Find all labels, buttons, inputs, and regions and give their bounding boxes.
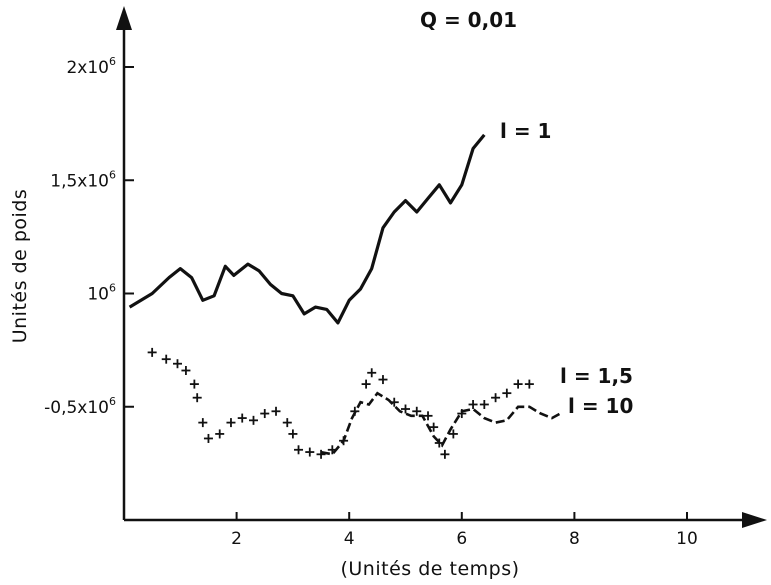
series-point-l15 — [378, 375, 388, 385]
y-tick-label: 2x106 — [66, 55, 116, 78]
series-point-l15 — [367, 368, 377, 378]
series-point-l15 — [361, 379, 371, 389]
series-point-l15 — [316, 449, 326, 459]
series-point-l15 — [401, 404, 410, 414]
series-line-l10 — [320, 391, 561, 456]
series-label-l1: l = 1 — [500, 119, 551, 143]
axes — [116, 6, 767, 528]
series-point-l15 — [468, 399, 478, 409]
y-tick-label-exponent: 6 — [109, 168, 116, 181]
y-tick-label: 106 — [87, 282, 116, 305]
y-tick-label-exponent: 6 — [109, 282, 116, 295]
series-point-l15 — [491, 393, 501, 403]
series-point-l15 — [161, 354, 171, 364]
x-axis-title: (Unités de temps) — [340, 558, 519, 580]
y-tick-label-base: -0,5x10 — [44, 398, 109, 418]
series — [128, 133, 561, 459]
series-point-l15 — [440, 449, 450, 459]
x-tick-label: 4 — [344, 529, 355, 549]
series-label-l10: l = 10 — [568, 394, 633, 418]
series-point-l15 — [189, 379, 199, 389]
series-point-l15 — [237, 413, 247, 423]
y-tick-label-base: 1,5x10 — [50, 171, 109, 191]
series-point-l15 — [448, 429, 458, 439]
x-axis-arrow — [742, 512, 767, 528]
x-tick-label: 10 — [676, 529, 698, 549]
series-point-l15 — [147, 347, 157, 357]
series-point-l15 — [203, 433, 213, 443]
series-point-l15 — [248, 415, 258, 425]
series-point-l15 — [181, 366, 191, 376]
series-point-l15 — [271, 406, 281, 416]
series-point-l15 — [260, 409, 270, 419]
series-point-l15 — [423, 411, 433, 421]
x-tick-label: 6 — [456, 529, 467, 549]
chart-title: Q = 0,01 — [420, 8, 517, 32]
series-point-l15 — [172, 359, 182, 369]
y-tick-label: -0,5x106 — [44, 395, 116, 418]
series-point-l15 — [294, 445, 304, 455]
y-tick-label-base: 2x10 — [66, 58, 109, 78]
y-tick-label-exponent: 6 — [109, 55, 116, 68]
y-tick-label-base: 10 — [87, 285, 109, 305]
series-point-l15 — [215, 429, 225, 439]
y-axis-arrow — [116, 6, 132, 30]
series-point-l15 — [524, 379, 534, 389]
series-point-l15 — [198, 418, 208, 428]
series-point-l15 — [226, 418, 236, 428]
x-tick-label: 2 — [231, 529, 242, 549]
series-point-l15 — [513, 379, 523, 389]
series-point-l15 — [412, 406, 422, 416]
series-line-l1 — [128, 133, 486, 325]
series-point-l15 — [192, 393, 202, 403]
series-point-l15 — [479, 399, 489, 409]
y-tick-label: 1,5x106 — [50, 168, 116, 191]
series-point-l15 — [502, 388, 512, 398]
x-tick-label: 8 — [569, 529, 580, 549]
series-point-l15 — [305, 447, 315, 457]
series-point-l15 — [282, 418, 292, 428]
y-axis-title: Unités de poids — [9, 189, 31, 344]
series-label-l15: l = 1,5 — [560, 364, 633, 388]
series-point-l15 — [429, 422, 439, 432]
series-point-l15 — [288, 429, 298, 439]
y-tick-label-exponent: 6 — [109, 395, 116, 408]
